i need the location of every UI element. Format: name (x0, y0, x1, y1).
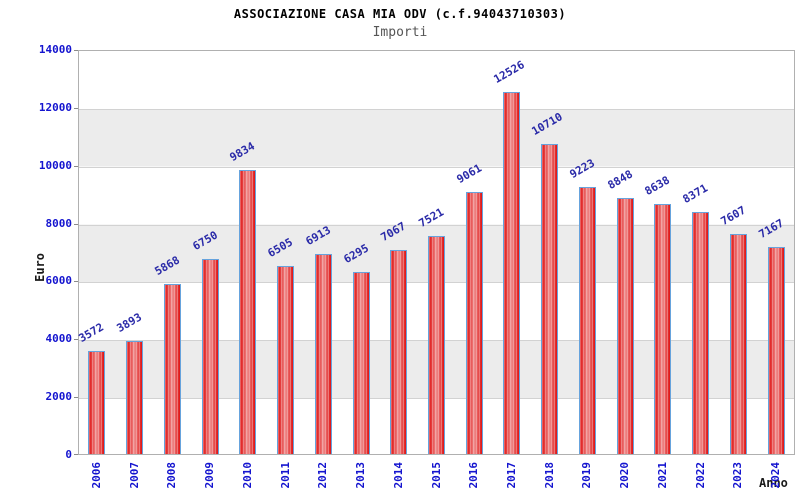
y-tick-label: 12000 (38, 100, 72, 114)
bar (201, 258, 219, 454)
y-tick-mark (74, 107, 78, 109)
x-tick-label: 2006 (89, 462, 103, 489)
bar (541, 144, 559, 454)
bar (88, 350, 106, 454)
y-tick-label: 10000 (38, 158, 72, 172)
chart-title: ASSOCIAZIONE CASA MIA ODV (c.f.940437103… (233, 7, 567, 21)
grid-line (79, 224, 794, 226)
bar (239, 169, 257, 454)
x-tick-label: 2018 (542, 462, 556, 489)
y-tick-mark (74, 165, 78, 167)
bar (390, 249, 408, 454)
bar (428, 236, 445, 454)
bar (654, 204, 672, 454)
x-tick-label: 2007 (127, 462, 141, 489)
bar (465, 191, 483, 454)
x-tick-label: 2019 (580, 462, 594, 489)
grid-line (79, 108, 794, 110)
x-tick-label: 2020 (618, 462, 632, 489)
bar (692, 211, 710, 454)
y-tick-mark (74, 454, 78, 455)
bar (767, 246, 785, 454)
y-tick-mark (74, 223, 78, 225)
bar (352, 271, 370, 454)
x-tick-label: 2016 (467, 462, 481, 489)
bar (314, 254, 332, 454)
y-tick-label: 4000 (45, 332, 73, 346)
bar (729, 233, 747, 454)
grid-line (79, 166, 794, 168)
bar (616, 198, 634, 454)
bar (578, 187, 596, 454)
x-tick-label: 2015 (429, 462, 443, 489)
x-tick-label: 2009 (203, 462, 217, 489)
x-tick-label: 2021 (655, 462, 669, 489)
x-tick-label: 2008 (165, 462, 179, 489)
plot-area (78, 50, 795, 455)
x-tick-label: 2011 (278, 462, 292, 489)
y-tick-mark (74, 281, 78, 283)
x-tick-label: 2012 (316, 462, 330, 489)
x-tick-label: 2024 (769, 462, 783, 489)
y-tick-label: 6000 (45, 274, 73, 288)
chart-subtitle: Importi (372, 25, 428, 40)
y-tick-mark (74, 50, 78, 51)
bar (277, 265, 295, 454)
x-tick-label: 2013 (354, 462, 368, 489)
y-tick-mark (74, 339, 78, 341)
x-tick-label: 2017 (504, 462, 518, 489)
y-tick-label: 2000 (45, 390, 73, 404)
y-tick-label: 0 (65, 448, 72, 461)
y-tick-label: 14000 (38, 43, 72, 56)
x-tick-label: 2014 (391, 462, 405, 489)
bar (126, 341, 144, 454)
bar (503, 91, 521, 454)
x-tick-label: 2023 (731, 462, 745, 489)
x-tick-label: 2022 (693, 462, 707, 489)
y-tick-mark (74, 397, 78, 399)
y-tick-label: 8000 (45, 216, 73, 230)
x-tick-label: 2010 (240, 462, 254, 489)
x-axis-title: Anno (759, 476, 788, 490)
bar (163, 284, 181, 454)
